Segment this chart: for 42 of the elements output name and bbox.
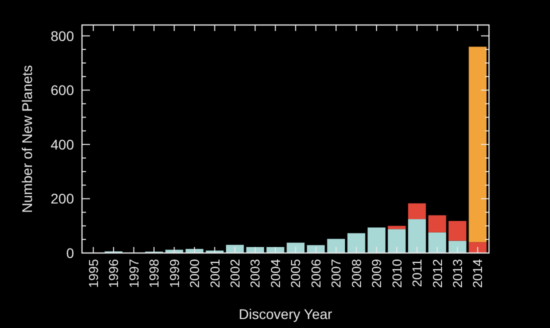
bar (327, 238, 345, 253)
x-tick-label: 1999 (166, 259, 182, 288)
x-tick-label: 2001 (207, 259, 222, 288)
bar (468, 46, 487, 242)
y-tick-label: 200 (50, 190, 74, 207)
bar (468, 242, 487, 253)
x-tick-label: 2007 (328, 259, 344, 288)
x-tick-label: 2011 (410, 259, 425, 287)
bar (408, 219, 426, 253)
x-tick-label: 2012 (430, 259, 445, 288)
bar (388, 226, 406, 230)
bar (347, 233, 366, 253)
x-tick-label: 2003 (248, 259, 263, 288)
y-tick-label: 400 (50, 136, 74, 152)
x-tick-label: 2014 (470, 259, 486, 288)
bar (448, 240, 466, 253)
x-tick-label: 2009 (369, 259, 384, 288)
bar (286, 242, 305, 253)
x-tick-label: 1997 (126, 259, 142, 288)
x-tick-label: 1998 (146, 259, 162, 288)
y-axis-title: Number of New Planets (19, 65, 35, 213)
bar (428, 232, 446, 253)
y-tick-label: 600 (50, 82, 74, 98)
bar (448, 220, 466, 241)
bar (428, 215, 446, 232)
x-tick-label: 2000 (187, 259, 202, 288)
x-tick-label: 2008 (348, 259, 364, 288)
x-tick-label: 1996 (106, 259, 122, 288)
x-tick-label: 2002 (227, 259, 242, 288)
x-tick-label: 2004 (268, 259, 283, 288)
x-tick-label: 2010 (389, 259, 404, 288)
x-tick-label: 2013 (450, 259, 465, 288)
x-axis-title: Discovery Year (238, 306, 333, 322)
x-tick-label: 2006 (308, 259, 324, 288)
y-tick-label: 800 (50, 28, 74, 44)
bar (368, 227, 386, 253)
bar (306, 245, 325, 253)
x-tick-label: 2005 (288, 259, 304, 288)
bar (408, 203, 426, 220)
x-tick-label: 1995 (86, 259, 101, 288)
bar (388, 229, 406, 253)
y-tick-label: 0 (66, 244, 74, 261)
